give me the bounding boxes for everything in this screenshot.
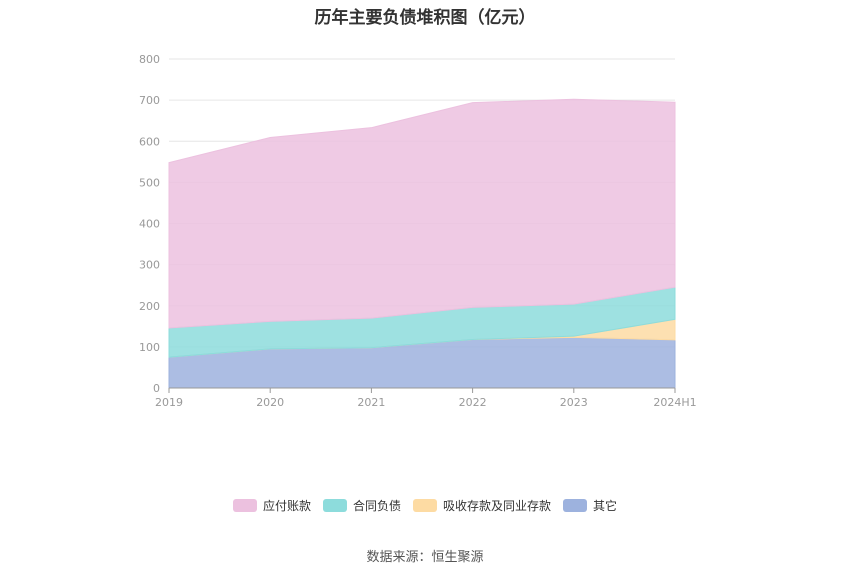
y-tick-label: 800	[139, 53, 160, 66]
legend-label: 合同负债	[352, 499, 401, 513]
stacked-areas	[168, 98, 676, 389]
y-tick-label: 300	[139, 259, 160, 272]
legend-label: 其它	[593, 499, 618, 513]
x-tick-label: 2022	[459, 396, 487, 409]
axes: 0 100 200 300 400 500 600 700 800 2019 2020 2021 202…	[139, 53, 697, 409]
x-tick-label: 2021	[357, 396, 385, 409]
y-tick-label: 200	[139, 300, 160, 313]
y-tick-label: 500	[139, 176, 160, 189]
x-tick-label: 2019	[155, 396, 183, 409]
y-tick-label: 400	[139, 218, 160, 231]
legend-item[interactable]: 合同负债	[322, 497, 401, 514]
y-tick-label: 100	[139, 341, 160, 354]
area-series	[168, 98, 676, 329]
chart-legend: 应付账款 合同负债 吸收存款及同业存款 其它	[0, 497, 850, 514]
x-tick-label: 2024H1	[653, 396, 696, 409]
legend-label: 吸收存款及同业存款	[443, 499, 552, 513]
legend-swatch	[322, 499, 347, 512]
data-source-note: 数据来源：恒生聚源	[366, 550, 484, 565]
chart-plot-area: 0 100 200 300 400 500 600 700 800 2019 2020 2021 202…	[139, 53, 697, 409]
legend-swatch	[563, 499, 588, 512]
chart-title: 历年主要负债堆积图（亿元）	[314, 8, 536, 28]
legend-label: 应付账款	[262, 499, 311, 513]
legend-swatch	[232, 499, 257, 512]
y-tick-label: 700	[139, 94, 160, 107]
legend-item[interactable]: 吸收存款及同业存款	[413, 497, 551, 514]
y-tick-label: 0	[153, 382, 160, 395]
legend-item[interactable]: 应付账款	[232, 497, 311, 514]
x-tick-label: 2023	[560, 396, 588, 409]
y-tick-label: 600	[139, 135, 160, 148]
legend-swatch	[413, 499, 437, 512]
legend-item[interactable]: 其它	[563, 497, 617, 514]
x-tick-label: 2020	[256, 396, 284, 409]
